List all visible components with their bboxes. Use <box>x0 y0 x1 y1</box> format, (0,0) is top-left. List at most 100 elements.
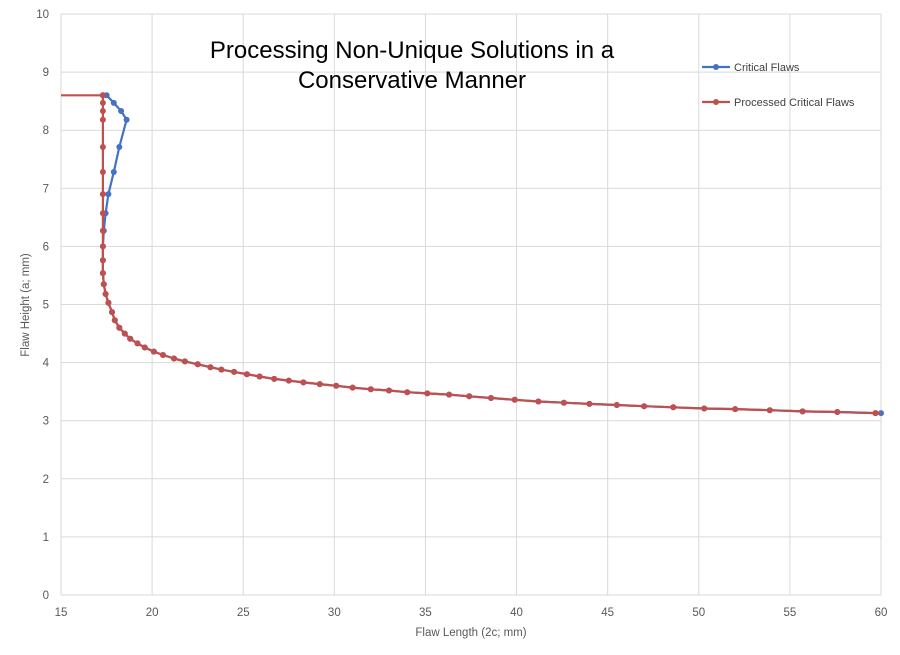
legend: Critical Flaws Processed Critical Flaws <box>702 62 855 109</box>
gridlines <box>60 13 882 596</box>
data-point-processed-critical-flaws <box>386 387 392 394</box>
data-point-processed-critical-flaws <box>99 243 106 250</box>
data-point-processed-critical-flaws <box>99 108 106 114</box>
data-point-processed-critical-flaws <box>181 358 188 365</box>
data-point-processed-critical-flaws <box>701 405 708 412</box>
data-point-processed-critical-flaws <box>670 404 677 411</box>
data-point-processed-critical-flaws <box>111 317 118 324</box>
data-point-critical-flaws <box>116 144 123 150</box>
data-point-processed-critical-flaws <box>799 408 806 415</box>
y-axis-label: Flaw Height (a; mm) <box>20 253 32 357</box>
data-point-processed-critical-flaws <box>560 399 567 406</box>
data-point-processed-critical-flaws <box>109 309 115 316</box>
legend-item-processed-critical-flaws: Processed Critical Flaws <box>702 97 855 109</box>
data-point-processed-critical-flaws <box>102 291 109 297</box>
data-point-processed-critical-flaws <box>121 330 128 337</box>
data-point-processed-critical-flaws <box>171 355 177 362</box>
y-tick-label: 9 <box>43 67 49 79</box>
data-point-processed-critical-flaws <box>613 402 620 408</box>
data-point-processed-critical-flaws <box>105 299 112 306</box>
x-tick-label: 20 <box>146 607 159 619</box>
data-point-critical-flaws <box>110 169 117 175</box>
data-point-processed-critical-flaws <box>732 406 739 413</box>
y-tick-label: 2 <box>43 474 49 486</box>
data-point-processed-critical-flaws <box>404 389 411 396</box>
data-point-critical-flaws <box>110 99 117 106</box>
y-tick-label: 6 <box>43 241 49 253</box>
data-point-processed-critical-flaws <box>586 400 593 407</box>
data-point-processed-critical-flaws <box>218 366 225 373</box>
x-tick-label: 30 <box>328 607 341 619</box>
data-point-processed-critical-flaws <box>127 335 134 342</box>
y-tick-label: 1 <box>43 532 49 544</box>
data-point-processed-critical-flaws <box>99 169 106 175</box>
data-point-processed-critical-flaws <box>99 270 106 277</box>
series-line-processed-critical-flaws <box>61 94 881 415</box>
data-point-processed-critical-flaws <box>99 116 106 123</box>
x-axis-label: Flaw Length (2c; mm) <box>415 627 526 639</box>
x-tick-label: 45 <box>601 607 614 619</box>
data-point-processed-critical-flaws <box>535 398 542 405</box>
chart-title-line-1: Processing Non-Unique Solutions in a <box>210 37 615 64</box>
data-point-processed-critical-flaws <box>134 340 141 347</box>
data-point-processed-critical-flaws <box>99 99 106 106</box>
x-tick-label: 55 <box>783 607 796 619</box>
series-critical-flaws <box>99 92 884 417</box>
data-point-processed-critical-flaws <box>271 375 278 382</box>
y-tick-label: 0 <box>43 590 49 602</box>
data-point-processed-critical-flaws <box>243 371 250 378</box>
data-point-processed-critical-flaws <box>511 396 518 403</box>
y-tick-label: 3 <box>43 416 49 428</box>
data-point-processed-critical-flaws <box>99 257 106 264</box>
x-tick-label: 40 <box>510 607 523 619</box>
chart-title-line-2: Conservative Manner <box>298 67 526 94</box>
data-point-processed-critical-flaws <box>300 379 307 386</box>
data-point-processed-critical-flaws <box>256 373 263 380</box>
data-point-processed-critical-flaws <box>150 348 157 355</box>
data-point-critical-flaws <box>118 108 125 114</box>
data-point-processed-critical-flaws <box>466 393 473 400</box>
y-tick-label: 10 <box>36 9 49 21</box>
data-point-processed-critical-flaws <box>316 381 323 388</box>
data-point-processed-critical-flaws <box>99 144 106 150</box>
data-point-processed-critical-flaws <box>424 390 431 397</box>
y-tick-label: 5 <box>43 300 49 312</box>
x-tick-label: 50 <box>692 607 705 619</box>
data-point-processed-critical-flaws <box>99 92 106 99</box>
data-point-processed-critical-flaws <box>100 281 107 288</box>
legend-item-critical-flaws: Critical Flaws <box>702 62 800 74</box>
data-point-processed-critical-flaws <box>488 395 494 401</box>
y-tick-label: 8 <box>43 125 49 137</box>
data-point-processed-critical-flaws <box>194 361 201 368</box>
data-point-processed-critical-flaws <box>333 382 340 389</box>
data-point-processed-critical-flaws <box>99 191 106 198</box>
series-layer <box>61 92 884 417</box>
data-point-processed-critical-flaws <box>349 384 356 391</box>
series-processed-critical-flaws <box>61 92 881 417</box>
y-tick-label: 7 <box>43 183 49 195</box>
data-point-processed-critical-flaws <box>641 403 648 410</box>
y-tick-label: 4 <box>43 358 50 370</box>
legend-marker-critical-flaws <box>713 64 719 70</box>
data-point-processed-critical-flaws <box>285 377 292 384</box>
data-point-processed-critical-flaws <box>766 407 773 414</box>
data-point-processed-critical-flaws <box>99 227 106 234</box>
x-tick-label: 60 <box>875 607 888 619</box>
data-point-processed-critical-flaws <box>367 386 374 393</box>
data-point-processed-critical-flaws <box>141 344 148 351</box>
x-tick-label: 25 <box>237 607 250 619</box>
data-point-processed-critical-flaws <box>116 324 123 331</box>
series-line-critical-flaws <box>101 94 881 415</box>
data-point-processed-critical-flaws <box>231 368 238 375</box>
x-tick-label: 15 <box>55 607 68 619</box>
legend-label-processed-critical-flaws: Processed Critical Flaws <box>734 97 855 109</box>
data-point-processed-critical-flaws <box>207 364 214 371</box>
data-point-processed-critical-flaws <box>834 409 841 415</box>
x-tick-label: 35 <box>419 607 432 619</box>
data-point-processed-critical-flaws <box>160 352 166 358</box>
data-point-processed-critical-flaws <box>99 210 106 217</box>
data-point-processed-critical-flaws <box>446 391 453 398</box>
